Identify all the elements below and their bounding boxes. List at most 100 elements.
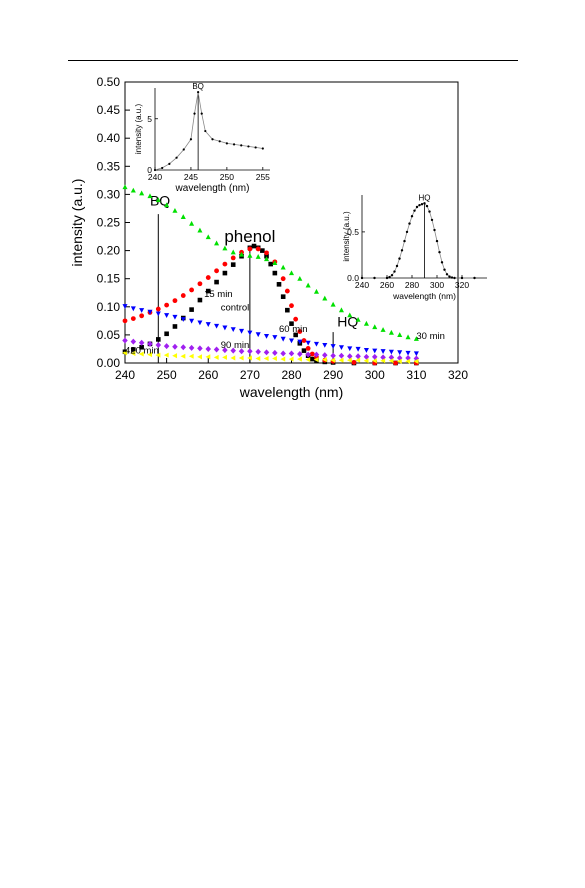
data-point (322, 352, 328, 359)
data-point (347, 357, 352, 363)
data-point (363, 320, 369, 326)
data-point (139, 344, 144, 350)
data-point (180, 293, 186, 298)
x-axis-label: wavelength (nm) (239, 384, 344, 400)
inset-data-point (247, 145, 250, 148)
data-point (122, 184, 128, 190)
inset-data-point (443, 268, 446, 271)
series-60-min (122, 304, 419, 357)
y-tick-label: 0.25 (97, 216, 121, 230)
data-point (122, 318, 128, 324)
data-point (272, 260, 278, 266)
data-point (197, 281, 203, 287)
data-point (139, 313, 145, 319)
data-point (285, 307, 290, 313)
data-point (280, 356, 286, 362)
data-point (197, 227, 203, 233)
data-point (138, 351, 144, 357)
data-point (230, 355, 236, 361)
data-point (122, 350, 128, 356)
data-point (372, 348, 378, 354)
annotation-hq: HQ (337, 313, 358, 329)
inset-data-point (218, 140, 221, 143)
y-tick-label: 0.50 (97, 75, 121, 89)
inset-data-point (430, 218, 434, 222)
data-point (180, 353, 186, 359)
x-tick-label: 270 (240, 368, 260, 382)
data-point (222, 270, 228, 276)
data-point (405, 334, 411, 340)
data-point (405, 350, 411, 356)
series-30-min (122, 184, 419, 341)
data-point (280, 276, 286, 282)
inset-data-point (240, 144, 243, 147)
data-point (293, 316, 299, 322)
data-point (288, 356, 294, 362)
y-tick-label: 0.00 (97, 356, 121, 370)
inset-annotation-bq: BQ (192, 82, 204, 91)
data-point (301, 348, 307, 353)
data-point (268, 261, 273, 267)
inset-data-point (390, 274, 394, 277)
data-point (147, 340, 153, 347)
data-point (189, 287, 195, 293)
data-point (347, 346, 353, 352)
data-point (255, 254, 261, 259)
data-point (347, 353, 353, 360)
data-point (396, 358, 402, 364)
inset-data-point (254, 146, 257, 149)
inset-data-point (393, 270, 396, 273)
x-tick-label: 290 (323, 368, 343, 382)
data-point (189, 307, 194, 312)
inset-x-axis-label: wavelength (nm) (392, 291, 456, 301)
data-point (155, 197, 161, 203)
data-point (163, 352, 169, 358)
data-point (305, 282, 311, 288)
inset-x-tick-label: 250 (220, 172, 234, 182)
data-point (247, 330, 253, 336)
data-point (247, 246, 253, 252)
data-point (280, 336, 286, 342)
inset-x-tick-label: 280 (405, 280, 419, 290)
data-point (272, 349, 278, 356)
data-point (122, 304, 128, 309)
data-point (147, 193, 153, 199)
y-tick-label: 0.15 (97, 272, 121, 286)
data-point (276, 282, 282, 287)
y-tick-label: 0.30 (97, 187, 121, 201)
series-420-min (122, 350, 419, 364)
data-point (164, 302, 170, 308)
inset-data-point (415, 205, 419, 209)
data-point (380, 327, 386, 332)
inset-data-point (161, 166, 164, 170)
data-point (255, 355, 261, 362)
inset-data-point (211, 138, 214, 141)
inset-y-axis-label: intensity (a.u.) (134, 104, 143, 155)
data-point (372, 324, 378, 330)
data-point (388, 329, 394, 335)
data-point (355, 353, 361, 360)
data-point (297, 356, 302, 362)
data-point (284, 288, 290, 294)
data-point (280, 350, 286, 357)
data-point (222, 354, 227, 360)
data-point (172, 343, 178, 350)
data-point (230, 255, 236, 261)
inset-x-tick-label: 260 (380, 280, 394, 290)
inset-data-point (168, 162, 171, 165)
data-point (397, 332, 403, 337)
data-point (197, 345, 203, 352)
data-point (322, 295, 328, 301)
inset-data-point (410, 215, 414, 218)
data-point (260, 248, 265, 253)
data-point (130, 306, 136, 312)
y-tick-label: 0.20 (97, 244, 121, 258)
data-point (272, 270, 278, 276)
inset-data-point (204, 129, 207, 133)
data-point (180, 214, 186, 219)
inset-y-tick-label: 0 (147, 165, 152, 175)
data-point (130, 187, 136, 193)
data-point (139, 308, 145, 313)
data-point (230, 262, 236, 267)
